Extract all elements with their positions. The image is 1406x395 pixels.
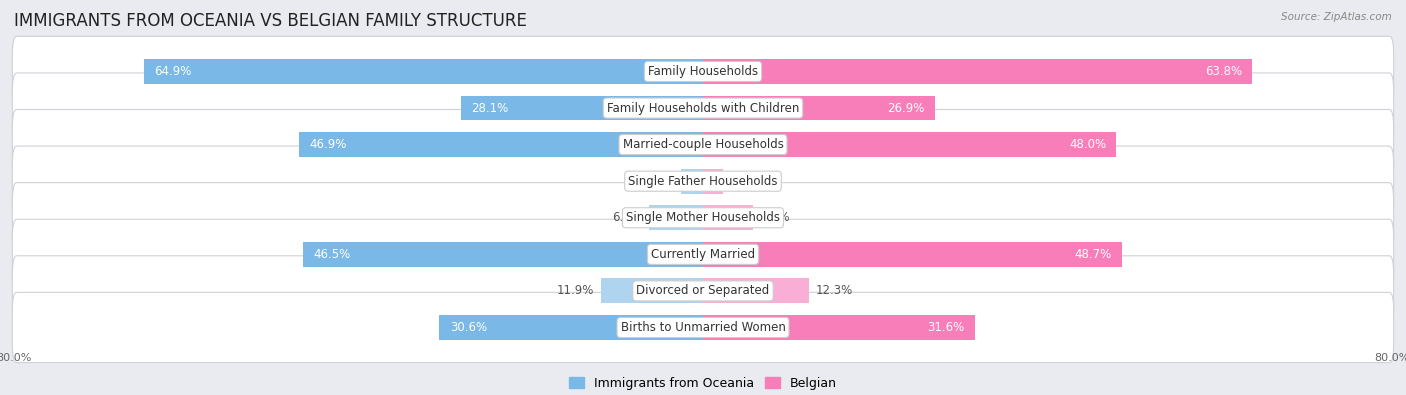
- Text: Single Father Households: Single Father Households: [628, 175, 778, 188]
- Text: 28.1%: 28.1%: [471, 102, 509, 115]
- Text: 48.7%: 48.7%: [1074, 248, 1112, 261]
- FancyBboxPatch shape: [13, 146, 1393, 216]
- Text: Births to Unmarried Women: Births to Unmarried Women: [620, 321, 786, 334]
- Text: 12.3%: 12.3%: [815, 284, 853, 297]
- FancyBboxPatch shape: [13, 292, 1393, 363]
- FancyBboxPatch shape: [13, 36, 1393, 107]
- Text: 30.6%: 30.6%: [450, 321, 486, 334]
- Bar: [461, 96, 703, 120]
- Text: 6.3%: 6.3%: [612, 211, 643, 224]
- Text: 48.0%: 48.0%: [1069, 138, 1107, 151]
- Bar: [302, 242, 703, 267]
- Text: 5.8%: 5.8%: [759, 211, 789, 224]
- Bar: [703, 59, 1253, 84]
- Bar: [682, 169, 703, 194]
- Text: 46.9%: 46.9%: [309, 138, 347, 151]
- Bar: [143, 59, 703, 84]
- Text: 63.8%: 63.8%: [1205, 65, 1241, 78]
- Text: Currently Married: Currently Married: [651, 248, 755, 261]
- Bar: [703, 315, 976, 340]
- Bar: [600, 278, 703, 303]
- Text: 46.5%: 46.5%: [314, 248, 350, 261]
- Bar: [703, 205, 754, 230]
- Text: Married-couple Households: Married-couple Households: [623, 138, 783, 151]
- Bar: [440, 315, 703, 340]
- Text: 2.3%: 2.3%: [730, 175, 759, 188]
- Bar: [648, 205, 703, 230]
- Text: 31.6%: 31.6%: [928, 321, 965, 334]
- Text: 2.5%: 2.5%: [645, 175, 675, 188]
- Bar: [703, 278, 808, 303]
- Bar: [703, 132, 1116, 157]
- Bar: [703, 96, 935, 120]
- Text: 26.9%: 26.9%: [887, 102, 924, 115]
- Text: IMMIGRANTS FROM OCEANIA VS BELGIAN FAMILY STRUCTURE: IMMIGRANTS FROM OCEANIA VS BELGIAN FAMIL…: [14, 12, 527, 30]
- FancyBboxPatch shape: [13, 73, 1393, 143]
- Bar: [299, 132, 703, 157]
- FancyBboxPatch shape: [13, 256, 1393, 326]
- Bar: [703, 242, 1122, 267]
- Text: Divorced or Separated: Divorced or Separated: [637, 284, 769, 297]
- Text: Family Households with Children: Family Households with Children: [607, 102, 799, 115]
- Bar: [703, 169, 723, 194]
- Text: 11.9%: 11.9%: [557, 284, 593, 297]
- Legend: Immigrants from Oceania, Belgian: Immigrants from Oceania, Belgian: [564, 372, 842, 395]
- FancyBboxPatch shape: [13, 219, 1393, 290]
- Text: Source: ZipAtlas.com: Source: ZipAtlas.com: [1281, 12, 1392, 22]
- Text: 64.9%: 64.9%: [155, 65, 191, 78]
- FancyBboxPatch shape: [13, 182, 1393, 253]
- Text: Single Mother Households: Single Mother Households: [626, 211, 780, 224]
- FancyBboxPatch shape: [13, 109, 1393, 180]
- Text: Family Households: Family Households: [648, 65, 758, 78]
